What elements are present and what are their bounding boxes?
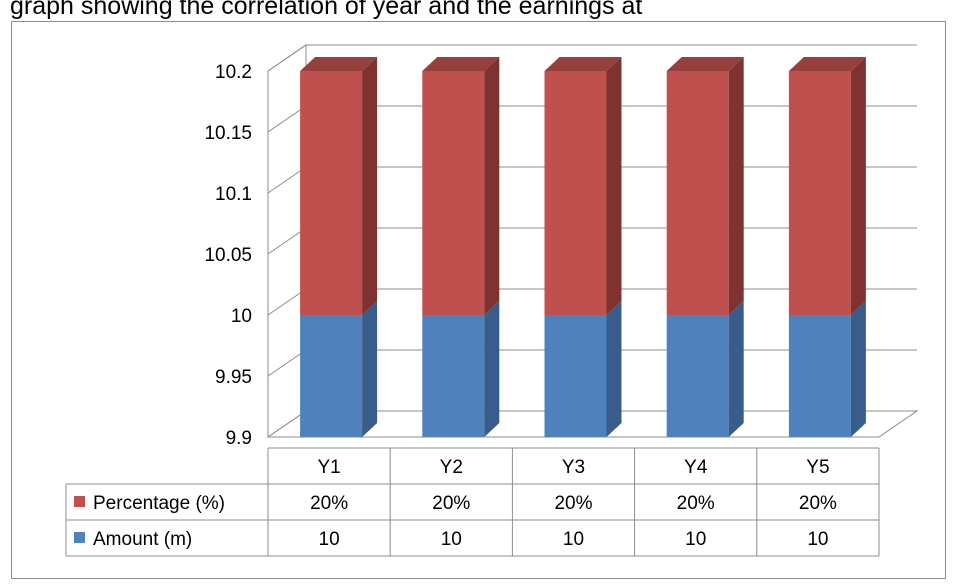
x-category-label: Y4 bbox=[684, 457, 708, 478]
legend-swatch bbox=[74, 532, 85, 543]
data-table: Y1 Y2 Y3 Y4 Y5 Percentage (%) 20% 20% 20% 20% 20% A… bbox=[65, 447, 880, 557]
y-tick-label: 10 bbox=[231, 306, 252, 327]
data-table-cell: 20% bbox=[799, 493, 837, 514]
y-tick-label: 9.95 bbox=[215, 367, 252, 388]
data-table-cell: 10 bbox=[319, 529, 340, 550]
y-tick-label: 10.1 bbox=[215, 184, 252, 205]
data-table-cell: 10 bbox=[685, 529, 706, 550]
bar-segment-front bbox=[300, 71, 363, 315]
bar-top bbox=[300, 57, 378, 71]
bar-segment-front bbox=[422, 71, 485, 315]
bar-segment-side bbox=[606, 57, 622, 315]
y-tick-label: 10.05 bbox=[204, 245, 252, 266]
data-table-cell: 10 bbox=[441, 529, 462, 550]
bars bbox=[300, 57, 866, 437]
caption-text: graph showing the correlation of year an… bbox=[10, 0, 643, 20]
bar-top bbox=[788, 57, 866, 71]
legend-label: Percentage (%) bbox=[93, 493, 225, 514]
bar-segment-front bbox=[666, 71, 729, 315]
bar-segment-side bbox=[362, 57, 378, 315]
bar-top bbox=[544, 57, 622, 71]
data-table-cell: 10 bbox=[563, 529, 584, 550]
legend-swatch bbox=[74, 496, 85, 507]
bar-segment-front bbox=[544, 315, 607, 437]
bar-segment-side bbox=[850, 57, 866, 315]
x-category-label: Y5 bbox=[806, 457, 829, 478]
data-table-cell: 20% bbox=[432, 493, 470, 514]
bar-segment-front bbox=[788, 71, 851, 315]
bar-segment-side bbox=[484, 57, 500, 315]
y-tick-label: 10.15 bbox=[204, 123, 252, 144]
x-category-label: Y1 bbox=[317, 457, 340, 478]
x-category-label: Y3 bbox=[562, 457, 585, 478]
bar-segment-front bbox=[544, 71, 607, 315]
bar-segment-side bbox=[362, 301, 378, 437]
bar-segment-front bbox=[666, 315, 729, 437]
caption-fragment: graph showing the correlation of year an… bbox=[0, 0, 957, 22]
bar-segment-front bbox=[422, 315, 485, 437]
bar-top bbox=[666, 57, 744, 71]
gridline bbox=[267, 44, 917, 72]
data-table-cell: 10 bbox=[807, 529, 828, 550]
data-table-cell: 20% bbox=[310, 493, 348, 514]
bar-segment-front bbox=[300, 315, 363, 437]
data-table-cell: 20% bbox=[677, 493, 715, 514]
bar-segment-side bbox=[728, 57, 744, 315]
bar-segment-side bbox=[484, 301, 500, 437]
y-axis-tick-labels: 9.9 9.95 10 10.05 10.1 10.15 10.2 bbox=[204, 62, 252, 449]
y-tick-label: 10.2 bbox=[215, 62, 252, 83]
bar-segment-side bbox=[728, 301, 744, 437]
data-table-cell: 20% bbox=[554, 493, 592, 514]
bar-top bbox=[422, 57, 500, 71]
bar-segment-side bbox=[606, 301, 622, 437]
legend-label: Amount (m) bbox=[93, 529, 192, 550]
bar-segment-side bbox=[850, 301, 866, 437]
y-tick-label: 9.9 bbox=[226, 428, 252, 449]
x-category-label: Y2 bbox=[440, 457, 463, 478]
bar-segment-front bbox=[788, 315, 851, 437]
